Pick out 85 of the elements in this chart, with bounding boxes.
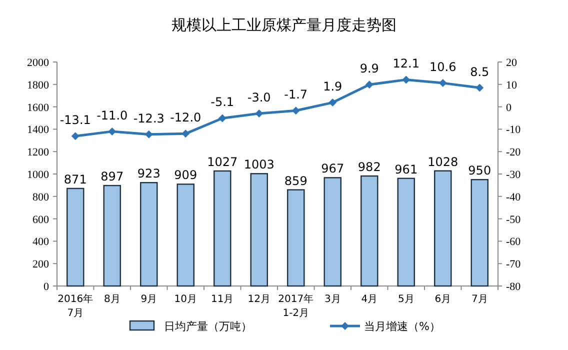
y2-tick-label: -70 (506, 258, 522, 271)
data-label: -12.0 (170, 110, 202, 125)
point (218, 114, 226, 122)
y-tick-label: 400 (32, 236, 50, 248)
point (71, 132, 80, 140)
data-label: 1.9 (323, 80, 342, 94)
point (402, 76, 410, 84)
data-label: -12.3 (133, 111, 164, 126)
data-label: 923 (137, 166, 160, 181)
y2-tick-label: 0 (506, 102, 512, 114)
data-label: 1003 (244, 158, 274, 172)
point (182, 130, 190, 138)
x-tick-label: 10月 (174, 294, 197, 305)
bar (214, 170, 232, 287)
bar (397, 178, 415, 287)
y-tick-label: 1400 (27, 124, 50, 136)
chart-title: 规模以上工业原煤产量月度走势图 (172, 16, 396, 34)
bar (287, 189, 305, 287)
y2-tick-label: 10 (506, 79, 518, 92)
y-tick-label: 1200 (27, 146, 50, 159)
data-label: -5.1 (210, 95, 234, 110)
data-label: 967 (321, 162, 344, 176)
y-tick-label: 1600 (27, 102, 50, 114)
point (108, 127, 116, 136)
bar (360, 175, 378, 287)
data-label: 859 (284, 174, 308, 188)
y-tick-label: 200 (32, 258, 50, 271)
data-label: 897 (100, 170, 124, 184)
y2-tick-label: -60 (506, 236, 522, 248)
bar (103, 184, 121, 287)
data-label: 12.1 (392, 56, 420, 71)
legend-label: 日均产量（万吨） (164, 320, 252, 333)
data-label: -1.7 (284, 88, 308, 102)
x-tick-label: 5月 (398, 294, 414, 305)
data-label: 909 (174, 168, 198, 182)
y2-tick-label: -20 (506, 146, 522, 159)
y2-tick-label: -50 (506, 214, 522, 226)
data-label: 871 (64, 172, 87, 186)
data-label: 950 (468, 164, 492, 178)
bar (250, 173, 268, 287)
bar (176, 184, 194, 287)
data-label: 8.5 (470, 64, 490, 79)
y2-tick-label: -40 (506, 191, 522, 204)
bar (434, 170, 452, 287)
x-tick-label: 7月 (471, 294, 488, 305)
y2-tick-label: -80 (506, 281, 522, 293)
y-tick-label: 2000 (27, 57, 50, 69)
y2-tick-label: 20 (506, 57, 518, 69)
y-tick-label: 600 (32, 214, 50, 226)
y2-tick-label: -10 (506, 124, 522, 136)
legend-label: 当月增速（%） (364, 320, 440, 333)
x-tick-label: 2016年 7月 (58, 293, 94, 319)
bar (66, 188, 84, 287)
data-label: 961 (394, 162, 418, 176)
y-tick-label: 1000 (27, 169, 50, 181)
x-tick-label: 11月 (211, 294, 234, 305)
point (365, 80, 374, 89)
point (328, 98, 337, 107)
data-label: 1027 (207, 154, 238, 169)
data-label: -3.0 (247, 90, 271, 105)
data-label: 9.9 (360, 62, 379, 76)
point (476, 84, 484, 92)
point (438, 79, 447, 88)
x-tick-label: 4月 (361, 294, 378, 305)
y-tick-label: 1800 (27, 79, 50, 92)
data-label: 982 (358, 160, 381, 174)
bar (140, 182, 158, 287)
x-tick-label: 6月 (434, 294, 452, 305)
data-label: 10.6 (430, 60, 456, 74)
point (144, 130, 153, 138)
x-tick-label: 8月 (104, 294, 120, 305)
point (292, 106, 300, 115)
data-label: -13.1 (60, 113, 91, 128)
bar (324, 177, 342, 287)
x-tick-label: 3月 (324, 294, 341, 305)
data-label: 1028 (428, 154, 458, 169)
x-tick-label: 12月 (248, 294, 270, 305)
data-label: -11.0 (96, 108, 128, 122)
x-tick-label: 2017年 1-2月 (278, 293, 314, 319)
x-tick-label: 9月 (140, 294, 158, 305)
y2-tick-label: -30 (506, 169, 522, 181)
bar (470, 179, 488, 287)
y-tick-label: 800 (32, 191, 50, 204)
point (255, 110, 264, 118)
y-tick-label: 0 (44, 281, 50, 293)
